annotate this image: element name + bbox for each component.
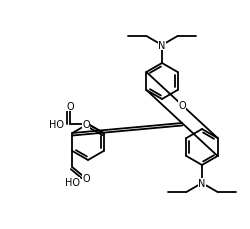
Text: HO: HO: [65, 178, 80, 188]
Text: HO: HO: [49, 120, 64, 129]
Text: O: O: [82, 173, 90, 183]
Text: O: O: [178, 101, 185, 111]
Text: O: O: [66, 101, 74, 111]
Text: N: N: [158, 41, 165, 51]
Text: N: N: [198, 178, 205, 188]
Text: O: O: [82, 120, 90, 129]
